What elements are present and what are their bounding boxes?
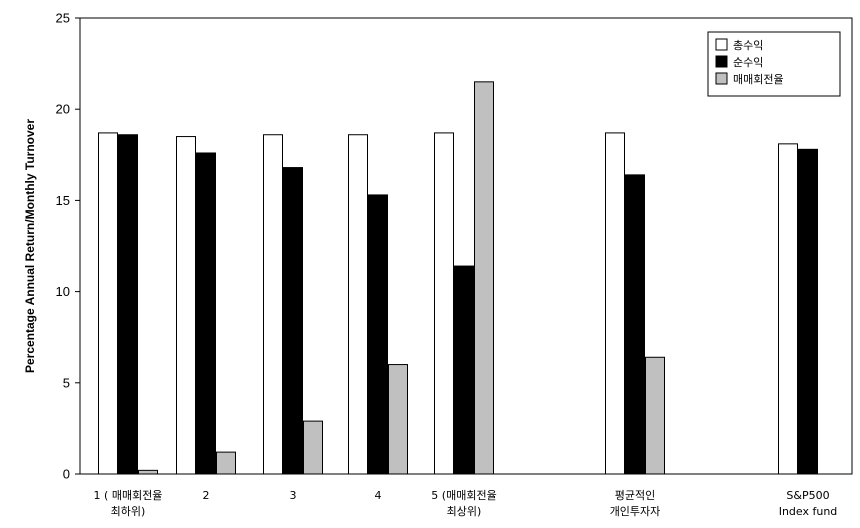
- y-tick-label: 0: [63, 467, 70, 482]
- y-tick-label: 25: [56, 11, 70, 26]
- y-tick-label: 10: [56, 284, 70, 299]
- x-category-label: 5 (매매회전율: [431, 489, 496, 502]
- legend-swatch-turnover: [715, 72, 728, 85]
- bar-gross-return-3: [263, 134, 283, 475]
- x-category-label: 평균적인: [615, 489, 655, 502]
- bar-net-return-5: [454, 265, 474, 475]
- x-category-label: 최하위): [111, 504, 146, 518]
- y-tick-label: 15: [56, 193, 70, 208]
- legend-label: 총수익: [733, 39, 763, 52]
- x-category-label: 최상위): [447, 505, 482, 518]
- bar-turnover-2: [216, 451, 236, 475]
- bar-turnover-4: [388, 364, 408, 475]
- legend-label: 매매회전율: [733, 73, 784, 86]
- bar-turnover-1: [138, 469, 158, 475]
- y-tick-label: 5: [63, 375, 70, 390]
- legend-label: 순수익: [733, 56, 763, 69]
- bar-gross-return-5: [434, 132, 454, 475]
- bar-net-return-2: [196, 152, 216, 475]
- legend-swatch-gross-return: [715, 38, 728, 51]
- x-category-label: 1 ( 매매회전율: [94, 489, 163, 502]
- bar-net-return-3: [283, 167, 303, 475]
- bar-gross-return-7: [778, 143, 798, 475]
- bar-net-return-6: [625, 174, 645, 475]
- bar-turnover-6: [645, 356, 665, 475]
- x-category-label: 4: [375, 489, 382, 502]
- bar-gross-return-6: [605, 132, 625, 475]
- bar-turnover-5: [474, 81, 494, 475]
- bars: [98, 81, 818, 475]
- x-category-label: S&P500: [786, 489, 829, 502]
- bar-net-return-4: [368, 194, 388, 475]
- x-category-label: 2: [203, 489, 210, 502]
- x-category-label: Index fund: [779, 505, 838, 518]
- y-axis-label: Percentage Annual Return/Monthly Turnove…: [23, 119, 37, 373]
- bar-gross-return-4: [348, 134, 368, 475]
- x-category-label: 개인투자자: [610, 505, 661, 518]
- x-category-label: 3: [290, 489, 297, 502]
- legend-swatch-net-return: [715, 55, 728, 68]
- bar-gross-return-1: [98, 132, 118, 475]
- y-tick-label: 20: [56, 102, 70, 117]
- y-axis-ticks: 0 5 10 15 20 25: [56, 11, 80, 482]
- bar-gross-return-2: [176, 136, 196, 475]
- legend-box: [707, 31, 841, 97]
- bar-net-return-7: [798, 148, 818, 475]
- bar-turnover-3: [303, 420, 323, 475]
- bar-net-return-1: [118, 134, 138, 475]
